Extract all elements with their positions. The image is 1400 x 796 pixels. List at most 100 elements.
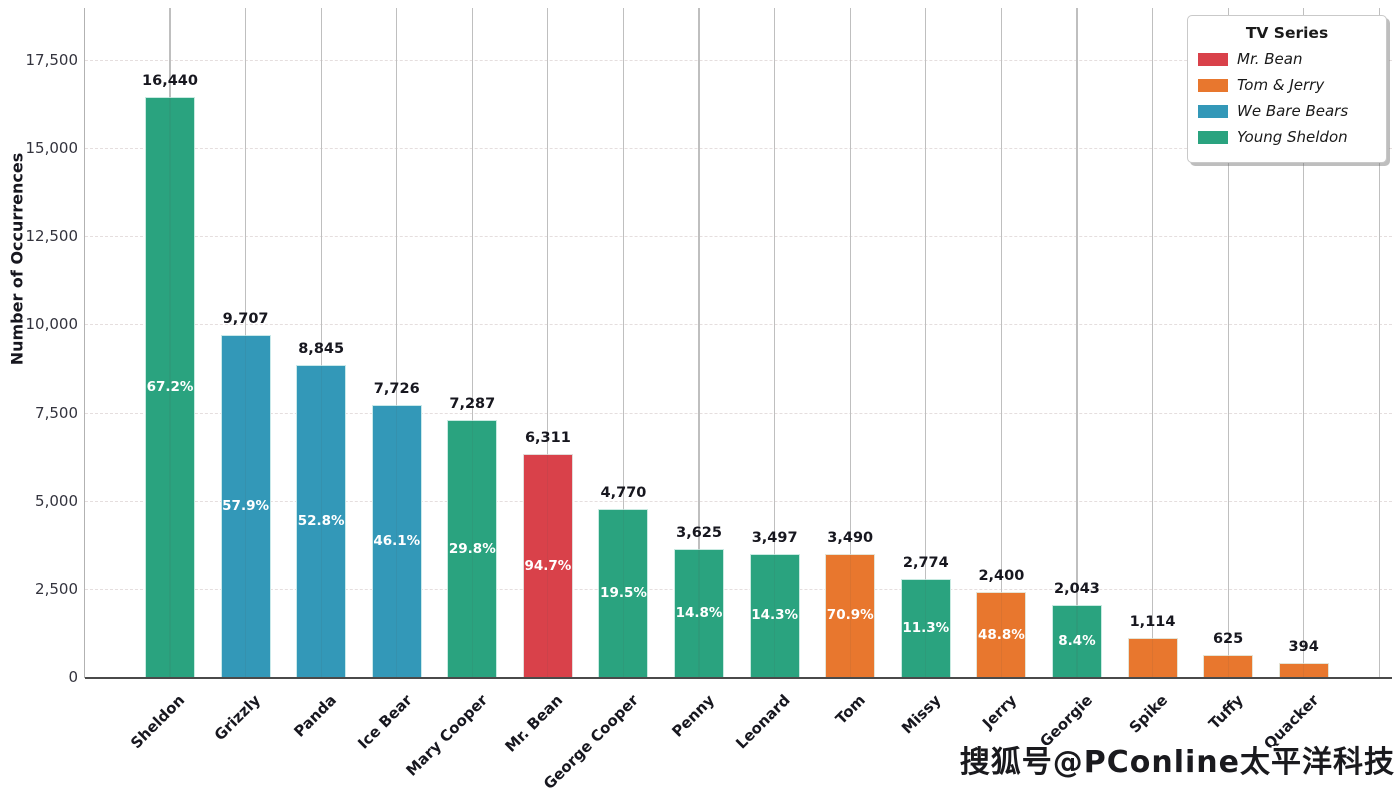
legend-label-young-sheldon: Young Sheldon [1237,128,1348,146]
horizontal-gridline [85,236,1392,238]
vertical-gridline-overlay [925,8,927,677]
bar-percent-sheldon: 67.2% [146,379,194,396]
horizontal-gridline [85,412,1392,414]
bar-value-mary-cooper: 7,287 [449,396,496,413]
vertical-gridline [547,8,549,677]
bar-percent-grizzly: 57.9% [222,497,269,514]
legend-label-tom-jerry: Tom & Jerry [1237,76,1325,94]
x-tick-label-ice-bear: Ice Bear [353,691,416,753]
bar-ice-bear [371,404,422,677]
x-tick-label-penny: Penny [668,691,718,741]
vertical-gridline-overlay [320,8,322,677]
bar-panda [296,365,347,677]
legend-entries: Mr. Bean Tom & Jerry We Bare Bears Young Sh… [1198,50,1376,146]
bar-missy [900,579,951,677]
bar-value-georgie: 2,043 [1054,580,1100,597]
bar-percent-jerry: 48.8% [977,626,1025,643]
vertical-gridline [320,8,322,677]
vertical-gridline [849,8,851,677]
bar-percent-panda: 52.8% [297,513,345,530]
vertical-gridline-overlay [774,8,776,677]
bar-percent-missy: 11.3% [902,620,950,637]
bar-value-sheldon: 16,440 [142,73,198,90]
legend-swatch-tom-jerry [1198,78,1228,92]
x-tick-label-mr-bean: Mr. Bean [501,691,567,756]
x-tick-label-tom: Tom [832,691,869,728]
bar-quacker [1278,663,1329,677]
horizontal-gridline [85,588,1392,590]
legend-label-we-bare-bears: We Bare Bears [1237,102,1349,120]
bar-penny [674,549,725,677]
legend-item-tom-jerry: Tom & Jerry [1198,76,1376,94]
bar-percent-ice-bear: 46.1% [373,532,421,549]
vertical-gridline [925,8,927,677]
vertical-gridline-overlay [471,8,473,677]
vertical-gridline [1151,8,1154,677]
bar-mary-cooper [447,420,498,677]
vertical-gridline [622,8,625,677]
horizontal-gridline [85,60,1392,61]
watermark: 搜狐号@PConline太平洋科技 [959,745,1395,780]
vertical-gridline [1303,8,1305,677]
bar-value-spike: 1,114 [1129,613,1176,630]
y-tick-label: 15,000 [25,139,79,158]
bar-value-panda: 8,845 [298,341,345,358]
x-tick-label-sheldon: Sheldon [127,691,189,753]
bar-value-tuffy: 625 [1212,630,1244,647]
vertical-gridline [471,8,473,677]
bar-tom [825,553,876,677]
vertical-gridline-overlay [622,8,625,677]
vertical-gridline-overlay [396,8,398,677]
bar-percent-tom: 70.9% [826,607,874,624]
x-tick-label-tuffy: Tuffy [1204,691,1247,733]
bar-value-george-cooper: 4,770 [600,484,647,501]
bar-tuffy [1203,654,1254,677]
bar-jerry [976,592,1027,677]
legend-swatch-we-bare-bears [1198,104,1228,118]
bar-percent-leonard: 14.3% [751,607,799,624]
vertical-gridline [698,8,700,677]
y-axis-title: Number of Occurrences [7,152,27,366]
vertical-gridline-overlay [1000,8,1002,677]
bar-leonard [749,553,800,677]
horizontal-gridline [85,324,1392,326]
y-tick-label: 12,500 [25,227,79,246]
legend-item-young-sheldon: Young Sheldon [1198,128,1376,146]
x-tick-label-panda: Panda [290,691,340,741]
bar-george-cooper [598,508,649,677]
bar-sheldon [145,97,195,677]
bar-value-grizzly: 9,707 [222,310,269,327]
vertical-gridline [774,8,776,677]
legend-item-we-bare-bears: We Bare Bears [1198,102,1376,120]
horizontal-gridline [85,500,1392,502]
bar-percent-george-cooper: 19.5% [600,584,647,601]
vertical-gridline [1378,8,1380,677]
bar-value-missy: 2,774 [902,555,949,572]
y-tick-label: 17,500 [25,51,79,69]
bar-value-tom: 3,490 [827,529,874,546]
legend-label-mr-bean: Mr. Bean [1237,50,1303,68]
bar-georgie [1051,604,1102,677]
legend: TV Series Mr. Bean Tom & Jerry We Bare Bea… [1187,15,1387,163]
legend-title: TV Series [1245,24,1329,42]
legend-item-mr-bean: Mr. Bean [1198,50,1376,68]
vertical-gridline-overlay [244,8,247,677]
bar-value-jerry: 2,400 [978,568,1025,585]
bar-value-quacker: 394 [1288,639,1319,656]
x-tick-label-missy: Missy [898,691,945,738]
vertical-gridline-overlay [1378,8,1380,677]
vertical-gridline [1076,8,1078,677]
vertical-gridline-overlay [849,8,851,677]
bar-percent-georgie: 8.4% [1058,632,1096,649]
bar-percent-penny: 14.8% [675,605,723,622]
vertical-gridline [396,8,398,677]
vertical-gridline-overlay [1151,8,1154,677]
x-axis-spine [85,677,1392,679]
bar-mr-bean [522,454,573,677]
legend-swatch-young-sheldon [1198,130,1228,144]
y-tick-label: 5,000 [35,491,78,510]
legend-swatch-mr-bean [1198,52,1228,66]
bar-spike [1127,637,1178,677]
x-tick-label-leonard: Leonard [731,691,794,753]
